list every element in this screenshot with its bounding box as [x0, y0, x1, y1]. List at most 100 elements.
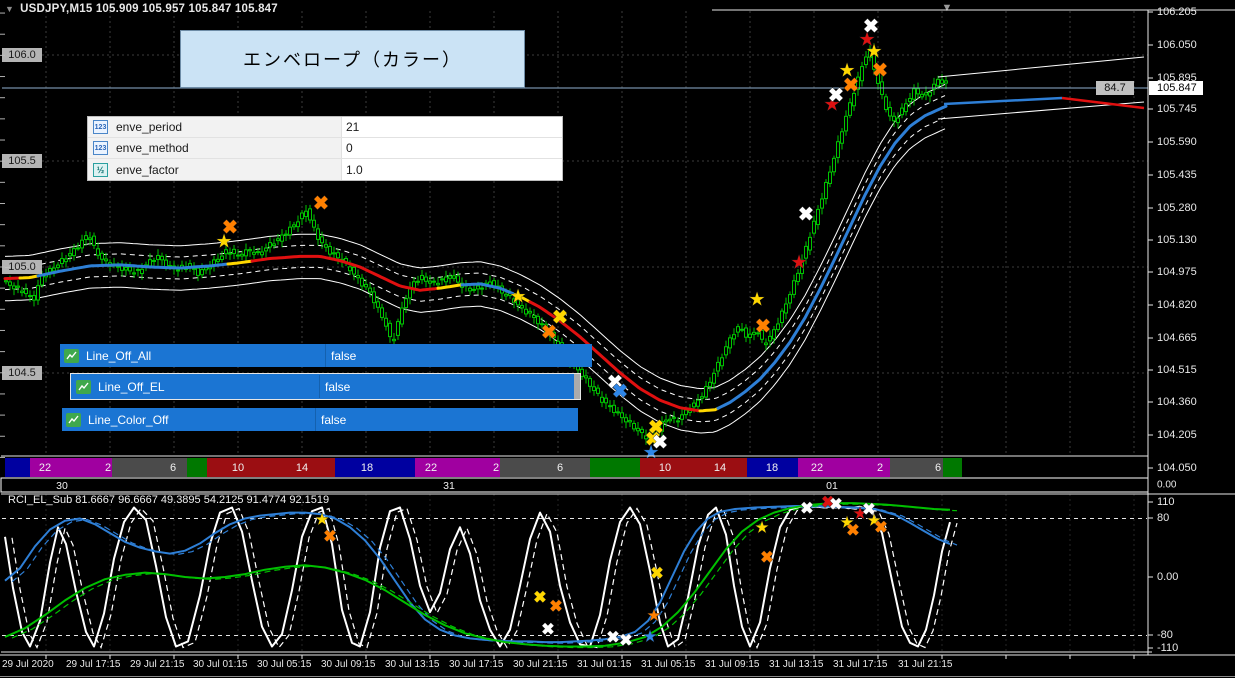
orange-x-marker: ✖ — [760, 550, 773, 567]
rci-slow-green-signal — [11, 503, 958, 649]
indicator-icon — [66, 412, 81, 427]
double-param-icon: ½ — [93, 162, 108, 177]
svg-text:18: 18 — [766, 462, 778, 474]
center-line — [3, 104, 948, 413]
yellow-star-marker: ★ — [756, 519, 769, 535]
orange-x-marker: ✖ — [872, 61, 888, 82]
toggle-line-off-el[interactable]: Line_Off_EL false — [72, 375, 575, 398]
hour-band: 22 2 6 10 14 18 22 2 6 10 14 18 22 2 6 — [5, 458, 962, 477]
rci-pane-title: RCI_EL_Sub 81.6667 96.6667 49.3895 54.21… — [8, 494, 329, 506]
svg-text:31: 31 — [443, 480, 455, 492]
svg-text:22: 22 — [811, 462, 823, 474]
chart-title-bar: ▼ USDJPY,M15 105.909 105.957 105.847 105… — [5, 3, 278, 15]
param-row-enve-factor[interactable]: ½ enve_factor 1.0 — [88, 159, 562, 180]
envelope-title-box[interactable]: エンベロープ（カラー） — [180, 30, 525, 88]
blue-star-marker: ★ — [644, 445, 659, 462]
indicator-icon — [64, 348, 79, 363]
white-x-marker: ✖ — [606, 630, 619, 647]
svg-text:6: 6 — [170, 462, 176, 474]
time-axis-label: 31 Jul 21:15 — [898, 659, 953, 670]
yellow-x-marker: ✖ — [533, 590, 546, 607]
rci-slow-green — [4, 502, 951, 648]
candles — [4, 43, 948, 445]
rci-axis[interactable]: 110 80 0.00 -80-110 — [1148, 496, 1178, 654]
white-x-marker: ✖ — [798, 205, 814, 226]
current-price-value: 105.847 — [1157, 82, 1197, 94]
time-axis-label: 31 Jul 05:15 — [641, 659, 696, 670]
svg-text:14: 14 — [296, 462, 308, 474]
white-x-marker: ✖ — [829, 497, 842, 514]
svg-text:104.360: 104.360 — [1157, 396, 1197, 408]
chart-shift-icon[interactable]: ▼ — [942, 2, 953, 14]
param-row-enve-period[interactable]: 123 enve_period 21 — [88, 117, 562, 138]
time-axis-label: 30 Jul 13:15 — [385, 659, 440, 670]
yellow-star-marker: ★ — [841, 514, 854, 530]
rci-markers: ★✖✖✖✖ ✖ ✖ ★✖★★✖✖ ✖✖★✖★✖★✖ — [315, 494, 888, 650]
svg-text:104.820: 104.820 — [1157, 299, 1197, 311]
time-axis-label: 30 Jul 21:15 — [513, 659, 568, 670]
blue-star-marker: ★ — [644, 628, 657, 644]
price-axis[interactable]: 106.205106.050105.895105.745105.590105.4… — [1096, 6, 1203, 491]
svg-text:105.590: 105.590 — [1157, 136, 1197, 148]
toggle-line-color-off[interactable]: Line_Color_Off false — [62, 408, 578, 431]
white-x-marker: ✖ — [619, 633, 632, 650]
rci-title: RCI_EL_Sub 81.6667 96.6667 49.3895 54.21… — [8, 494, 329, 506]
red-x-marker: ✖ — [821, 495, 834, 512]
orange-star-marker: ★ — [648, 607, 661, 623]
integer-param-icon: 123 — [93, 141, 108, 155]
svg-text:104.515: 104.515 — [1157, 364, 1197, 376]
svg-text:14: 14 — [714, 462, 726, 474]
svg-text:2: 2 — [493, 462, 499, 474]
svg-text:104.5: 104.5 — [8, 367, 36, 379]
svg-text:84.7: 84.7 — [1104, 82, 1125, 94]
white-x-marker: ✖ — [800, 501, 813, 518]
rci-pane[interactable] — [2, 502, 1148, 650]
chevron-down-icon[interactable]: ▼ — [5, 4, 15, 14]
time-axis-label: 31 Jul 01:15 — [577, 659, 632, 670]
svg-text:10: 10 — [659, 462, 671, 474]
white-x-marker: ✖ — [607, 373, 623, 394]
svg-text:-80: -80 — [1157, 629, 1173, 641]
orange-x-marker: ✖ — [549, 599, 562, 616]
column-divider — [319, 375, 320, 398]
svg-text:2: 2 — [105, 462, 111, 474]
date-band: 30 31 01 — [0, 477, 1149, 493]
column-divider — [341, 117, 342, 137]
red-star-marker: ★ — [792, 255, 807, 272]
svg-text:105.745: 105.745 — [1157, 103, 1197, 115]
row-shadow — [574, 374, 580, 399]
column-divider — [341, 159, 342, 180]
yellow-x-marker: ✖ — [650, 566, 663, 583]
white-x-marker: ✖ — [828, 86, 844, 107]
white-x-marker: ✖ — [862, 502, 875, 519]
svg-text:0.00: 0.00 — [1157, 571, 1178, 583]
yellow-star-marker: ★ — [868, 512, 881, 528]
column-divider — [315, 408, 316, 431]
svg-text:-110: -110 — [1157, 642, 1178, 654]
yellow-x-marker: ✖ — [648, 418, 664, 439]
toggle-line-off-all[interactable]: Line_Off_All false — [60, 344, 592, 367]
pane-frames — [0, 9, 1235, 677]
svg-text:30: 30 — [56, 480, 68, 492]
orange-x-marker: ✖ — [843, 76, 859, 97]
orange-x-marker: ✖ — [755, 317, 771, 338]
current-price-tag — [1149, 81, 1203, 95]
time-axis-label: 29 Jul 17:15 — [66, 659, 121, 670]
param-row-enve-method[interactable]: 123 enve_method 0 — [88, 138, 562, 159]
main-chart[interactable] — [3, 43, 948, 445]
blue-x-marker: ✖ — [612, 382, 628, 403]
red-star-marker: ★ — [825, 97, 840, 114]
svg-text:22: 22 — [39, 462, 51, 474]
yellow-star-marker: ★ — [867, 44, 882, 61]
svg-text:105.5: 105.5 — [8, 155, 36, 167]
time-axis-label: 31 Jul 13:15 — [769, 659, 824, 670]
rci-mid-blue — [4, 505, 951, 644]
projection-lines — [937, 56, 1145, 120]
svg-text:105.0: 105.0 — [8, 261, 36, 273]
time-axis[interactable]: 29 Jul 2020 29 Jul 17:15 29 Jul 21:15 30 Ju… — [2, 655, 1135, 670]
svg-text:104.205: 104.205 — [1157, 429, 1197, 441]
svg-text:106.205: 106.205 — [1157, 6, 1197, 18]
orange-x-marker: ✖ — [874, 520, 887, 537]
